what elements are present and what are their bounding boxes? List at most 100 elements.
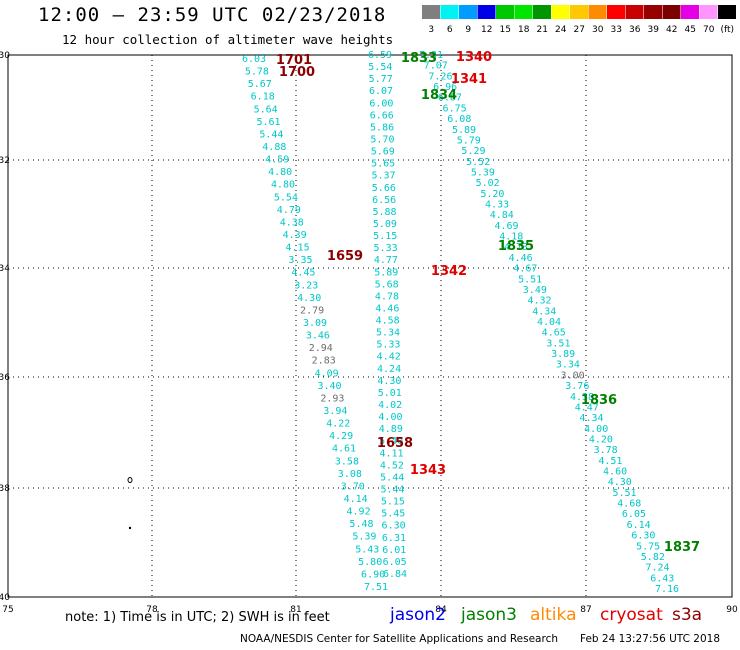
latitude-tick-label: -40 [0,593,10,603]
pass-time-label: 1341 [451,72,487,87]
wave-height-label: 2.83 [312,356,336,367]
wave-height-label: 3.70 [341,481,365,492]
map-frame [7,54,733,598]
colorbar-label: 42 [666,25,677,35]
colorbar-label: (ft) [720,25,734,35]
wave-height-label: 5.88 [372,207,396,218]
wave-height-label: 4.73 [504,242,528,253]
wave-height-label: 4.79 [277,205,301,216]
wave-height-label: 4.52 [380,460,404,471]
colorbar-swatch [477,5,496,19]
wave-height-label: 5.79 [457,135,481,146]
wave-height-label: 4.69 [494,221,518,232]
wave-height-label: 5.51 [612,488,636,499]
wave-height-label: 6.00 [369,98,393,109]
wave-height-label: 5.89 [452,125,476,136]
wave-height-label: 2.93 [320,393,344,404]
wave-height-label: 5.61 [256,117,280,128]
wave-height-label: 3.49 [523,285,547,296]
latitude-tick-label: -38 [0,484,10,494]
longitude-tick-label: 75 [2,605,13,615]
wave-height-label: 4.24 [377,364,401,375]
wave-height-label: 4.51 [598,456,622,467]
colorbar-label: 27 [574,25,585,35]
wave-height-label: 6.07 [369,86,393,97]
wave-height-label: 7.16 [655,584,679,595]
credit-line: NOAA/NESDIS Center for Satellite Applica… [240,633,558,645]
wave-height-label: 4.14 [344,494,368,505]
wave-height-label: 4.59 [265,155,289,166]
colorbar-swatch [440,5,459,19]
wave-height-label: 5.40 [379,436,403,447]
wave-height-label: 5.02 [476,178,500,189]
wave-height-label: 4.89 [379,424,403,435]
wave-height-label: 4.45 [291,268,315,279]
colorbar-label: 3 [428,25,434,35]
wave-height-label: 4.42 [377,352,401,363]
wave-height-label: 3.78 [594,445,618,456]
wave-height-label: 4.58 [376,316,400,327]
latitude-tick-label: -34 [0,264,10,274]
wave-height-label: 4.77 [374,255,398,266]
colorbar-swatch [551,5,570,19]
longitude-tick-label: 90 [726,605,738,615]
wave-height-label: 6.30 [382,521,406,532]
longitude-tick-label: 78 [146,605,158,615]
page-subtitle: 12 hour collection of altimeter wave hei… [62,32,394,47]
wave-height-label: 7.24 [646,563,670,574]
wave-height-label: 3.08 [338,469,362,480]
wave-height-label: 6.05 [622,509,646,520]
wave-height-label: 4.00 [584,424,608,435]
wave-height-label: 4.15 [286,243,310,254]
legend-note: note: 1) Time is in UTC; 2) SWH is in fe… [65,610,330,625]
wave-height-label: 5.09 [373,219,397,230]
colorbar-label: 6 [447,25,453,35]
colorbar-swatch [607,5,625,19]
wave-height-label: 4.32 [528,296,552,307]
colorbar-swatch [422,5,440,19]
wave-height-label: 4.78 [375,291,399,302]
wave-height-label: 4.46 [509,253,533,264]
wave-height-label: 6.56 [372,195,396,206]
wave-height-label: 4.61 [332,444,356,455]
colorbar-label: 39 [648,25,660,35]
wave-height-label: 5.75 [636,541,660,552]
wave-height-label: 5.15 [373,231,397,242]
wave-height-label: 5.20 [480,189,504,200]
wave-height-label: 6.43 [650,573,674,584]
wave-height-label: 4.39 [283,230,307,241]
wave-height-label: 5.77 [369,74,393,85]
pass-time-label: 1340 [456,50,492,65]
wave-height-label: 4.60 [603,467,627,478]
wave-height-label: 5.86 [370,122,394,133]
wave-height-label: 6.14 [627,520,651,531]
wave-height-label: 5.45 [381,509,405,520]
wave-height-label: 6.08 [447,114,471,125]
wave-height-label: 6.31 [382,533,406,544]
wave-height-label: 5.34 [376,328,400,339]
latitude-tick-label: -32 [0,156,10,166]
wave-height-label: 6.30 [631,531,655,542]
wave-height-label: 5.70 [370,134,394,145]
colorbar-label: 15 [500,25,511,35]
colorbar-label: 24 [555,25,567,35]
wave-height-label: 3.76 [565,381,589,392]
latitude-tick-label: -30 [0,51,10,61]
colorbar-label: 36 [629,25,641,35]
wave-height-label: 4.30 [297,293,321,304]
colorbar-label: 9 [465,25,471,35]
wave-height-label: 5.33 [376,340,400,351]
wave-height-label: 4.84 [490,210,514,221]
wave-height-label: 4.18 [499,232,523,243]
island-outline [128,526,132,530]
colorbar-swatch [588,5,607,19]
wave-height-label: 4.38 [570,392,594,403]
colorbar-label: 12 [481,25,492,35]
wave-height-label: 6.05 [383,557,407,568]
wave-height-label: 5.64 [254,104,278,115]
wave-height-label: 4.47 [575,402,599,413]
wave-height-label: 5.67 [248,79,272,90]
wave-height-label: 5.54 [368,62,392,73]
wave-height-label: 4.88 [262,142,286,153]
